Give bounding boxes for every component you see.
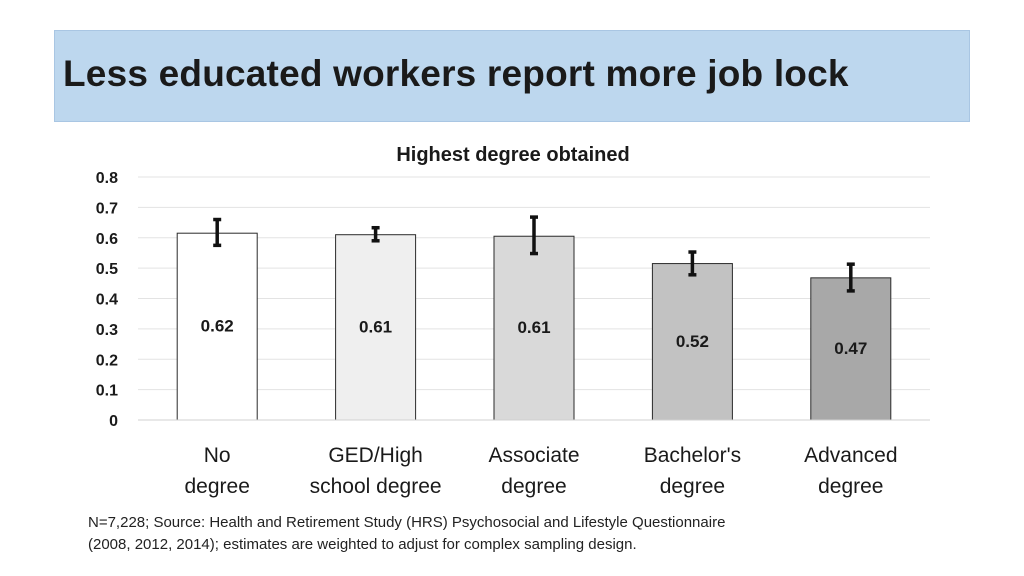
x-tick-label: Advanced — [804, 444, 897, 467]
y-tick-label: 0.5 — [96, 261, 118, 278]
chart-title: Highest degree obtained — [396, 144, 629, 166]
x-tick-label: degree — [818, 475, 883, 498]
bar — [335, 234, 417, 421]
x-tick-label: school degree — [310, 475, 442, 498]
bar — [651, 263, 733, 421]
data-label: 0.61 — [359, 317, 392, 336]
y-tick-label: 0.4 — [96, 292, 118, 309]
title-banner: Less educated workers report more job lo… — [54, 30, 970, 122]
x-tick-label: Associate — [488, 444, 579, 467]
x-tick-label: degree — [660, 475, 725, 498]
x-tick-label: Bachelor's — [644, 444, 741, 467]
y-tick-label: 0 — [109, 413, 118, 430]
y-tick-label: 0.2 — [96, 352, 118, 369]
bar — [176, 232, 258, 421]
data-label: 0.61 — [517, 318, 550, 337]
footnote: N=7,228; Source: Health and Retirement S… — [88, 512, 948, 556]
y-tick-label: 0.8 — [96, 170, 118, 187]
data-label: 0.47 — [834, 339, 867, 358]
y-tick-label: 0.7 — [96, 200, 118, 217]
bar — [810, 277, 892, 421]
x-tick-label: GED/High — [328, 444, 423, 467]
bar — [493, 235, 575, 421]
x-tick-label: No — [204, 444, 231, 467]
data-label: 0.62 — [201, 317, 234, 336]
y-tick-label: 0.6 — [96, 231, 118, 248]
y-tick-label: 0.3 — [96, 322, 118, 339]
slide-title: Less educated workers report more job lo… — [63, 53, 849, 94]
y-tick-label: 0.1 — [96, 383, 118, 400]
footnote-line-2: (2008, 2012, 2014); estimates are weight… — [88, 536, 637, 553]
data-label: 0.52 — [676, 332, 709, 351]
x-tick-label: degree — [185, 475, 250, 498]
footnote-line-1: N=7,228; Source: Health and Retirement S… — [88, 514, 726, 531]
x-tick-label: degree — [501, 475, 566, 498]
